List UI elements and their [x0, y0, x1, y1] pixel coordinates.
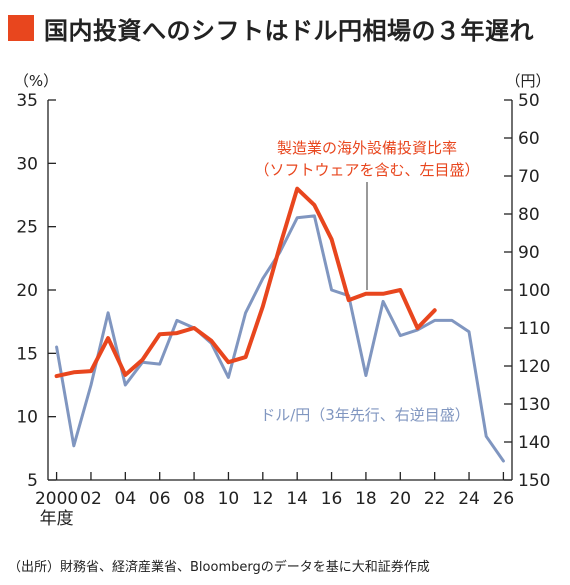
x-tick-label: 12: [252, 489, 274, 509]
left-axis-unit: （%）: [14, 72, 58, 90]
left-tick-label: 30: [16, 154, 38, 174]
left-tick-label: 5: [27, 471, 38, 491]
x-tick-label: 06: [149, 489, 171, 509]
series-line-capex: [54, 186, 437, 379]
x-tick-label: 24: [458, 489, 480, 509]
right-axis-unit: （円）: [505, 72, 550, 90]
x-tick-label: 20: [389, 489, 411, 509]
right-tick-label: 50: [518, 91, 540, 111]
left-tick-label: 20: [16, 281, 38, 301]
right-tick-label: 120: [518, 357, 550, 377]
right-tick-label: 80: [518, 205, 540, 225]
right-tick-label: 70: [518, 167, 540, 187]
left-tick-label: 35: [16, 91, 38, 111]
x-axis-label: 年度: [40, 509, 74, 529]
left-tick-label: 10: [16, 408, 38, 428]
x-tick-label: 04: [115, 489, 137, 509]
x-tick-label: 18: [355, 489, 377, 509]
right-tick-label: 150: [518, 471, 550, 491]
source-note: （出所）財務省、経済産業省、Bloombergのデータを基に大和証券作成: [8, 560, 430, 575]
x-tick-label: 26: [493, 489, 515, 509]
right-tick-label: 100: [518, 281, 550, 301]
right-tick-label: 110: [518, 319, 550, 339]
x-tick-label: 10: [218, 489, 240, 509]
title-bar: 国内投資へのシフトはドル円相場の３年遅れ: [8, 10, 534, 46]
capex-series-label-line2: （ソフトウェアを含む、左目盛）: [254, 161, 479, 179]
x-tick-label: 22: [424, 489, 446, 509]
right-tick-label: 130: [518, 395, 550, 415]
title-accent-square: [8, 15, 34, 41]
right-tick-label: 60: [518, 129, 540, 149]
capex-series-label: 製造業の海外設備投資比率: [277, 139, 457, 157]
left-tick-label: 25: [16, 218, 38, 238]
x-tick-label: 2000: [35, 489, 78, 509]
x-tick-label: 16: [321, 489, 343, 509]
right-tick-label: 140: [518, 433, 550, 453]
x-tick-label: 02: [80, 489, 102, 509]
usdjpy-series-label: ドル/円（3年先行、右逆目盛）: [260, 406, 470, 424]
left-tick-label: 15: [16, 344, 38, 364]
x-tick-label: 08: [183, 489, 205, 509]
x-tick-label: 14: [286, 489, 308, 509]
chart-title: 国内投資へのシフトはドル円相場の３年遅れ: [44, 16, 534, 45]
right-tick-label: 90: [518, 243, 540, 263]
